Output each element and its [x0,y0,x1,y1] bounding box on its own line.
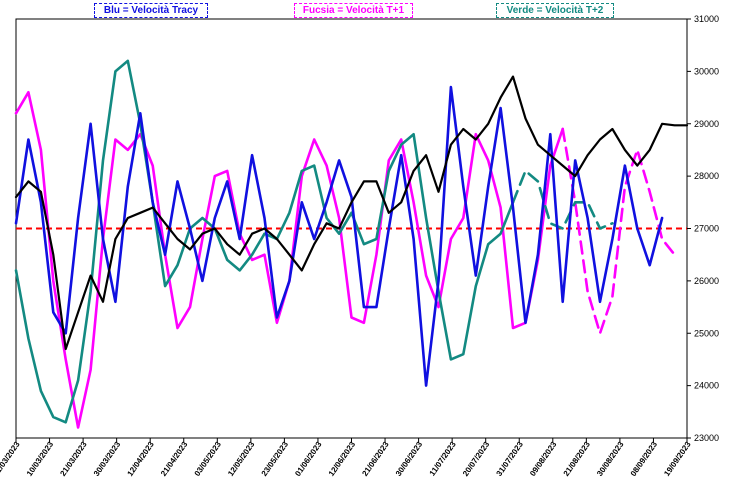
x-tick-label: 09/08/2023 [528,440,559,478]
x-tick-label: 21/04/2023 [159,440,190,478]
x-tick-label: 21/06/2023 [360,440,391,478]
series-line-price [14,75,689,351]
x-tick-label: 19/09/2023 [662,440,693,478]
series-line-fucsia-proj [561,127,676,335]
x-tick-label: 30/03/2023 [92,440,123,478]
legend-verde: Verde = Velocità T+2 [496,3,614,18]
x-tick-label: 21/03/2023 [58,440,89,478]
y-tick-label: 31000 [694,14,719,24]
x-tick-label: 10/03/2023 [25,440,56,478]
series-line-verde-proj [511,169,614,230]
y-tick-label: 25000 [694,328,719,338]
y-tick-label: 28000 [694,171,719,181]
legend-blu: Blu = Velocità Tracy [94,3,208,18]
y-tick-label: 27000 [694,224,719,234]
y-tick-label: 26000 [694,276,719,286]
x-tick-label: 11/07/2023 [428,440,458,478]
x-tick-label: 03/05/2023 [193,440,224,478]
x-tick-label: 12/04/2023 [125,440,156,478]
x-tick-label: 23/05/2023 [260,440,291,478]
y-tick-label: 29000 [694,119,719,129]
x-tick-label: 01/06/2023 [293,440,324,478]
x-tick-label: 01/03/2023 [0,440,22,478]
y-tick-label: 30000 [694,66,719,76]
x-tick-label: 31/07/2023 [495,440,526,478]
x-tick-label: 30/08/2023 [595,440,626,478]
x-tick-label: 12/06/2023 [327,440,358,478]
x-tick-label: 21/08/2023 [562,440,593,478]
x-tick-label: 30/06/2023 [394,440,425,478]
y-tick-label: 24000 [694,381,719,391]
y-tick-label: 23000 [694,433,719,443]
x-tick-label: 08/09/2023 [629,440,660,478]
legend-fucsia: Fucsia = Velocità T+1 [294,3,413,18]
x-tick-label: 20/07/2023 [461,440,492,478]
x-tick-label: 12/05/2023 [226,440,257,478]
